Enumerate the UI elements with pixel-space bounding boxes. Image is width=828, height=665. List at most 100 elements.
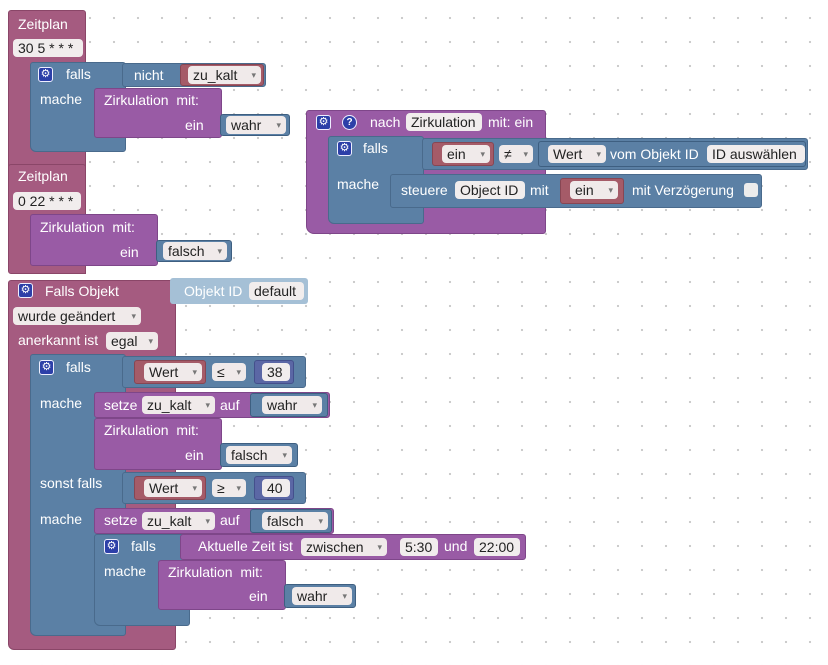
with-label: mit	[530, 182, 549, 198]
var-dropdown[interactable]: Wert ▾	[144, 479, 202, 497]
param-label: ein	[249, 588, 268, 604]
chevron-down-icon: ▾	[192, 367, 197, 377]
changed-dropdown[interactable]: wurde geändert ▾	[13, 307, 141, 325]
cron-field[interactable]: 30 5 * * *	[13, 39, 83, 57]
ack-text: egal	[111, 333, 138, 349]
var-name: ein	[575, 182, 594, 198]
value-dropdown[interactable]: falsch ▾	[163, 242, 227, 260]
number-field[interactable]: 40	[262, 479, 290, 497]
time-from-field[interactable]: 5:30	[400, 538, 438, 556]
if-label: falls	[66, 66, 91, 82]
ack-dropdown[interactable]: egal ▾	[106, 332, 158, 350]
to-label: auf	[220, 397, 240, 413]
do-label: mache	[337, 176, 380, 192]
schedule-title: Zeitplan	[18, 168, 68, 184]
var-name: Wert	[149, 364, 179, 380]
var-dropdown[interactable]: zu_kalt ▾	[142, 396, 215, 414]
help-icon[interactable]: ?	[342, 115, 357, 130]
operator-dropdown[interactable]: ≤ ▾	[212, 363, 246, 381]
call-procedure-block[interactable]	[94, 88, 222, 138]
operator-text: ≤	[217, 364, 225, 380]
schedule-title: Zeitplan	[18, 16, 68, 32]
param-label: ein	[185, 447, 204, 463]
with-label: mit:	[112, 219, 135, 235]
chevron-down-icon: ▾	[217, 246, 222, 256]
ack-label: anerkannt ist	[18, 332, 99, 348]
chevron-down-icon: ▾	[342, 591, 347, 601]
var-dropdown[interactable]: zu_kalt ▾	[142, 512, 215, 530]
gear-icon[interactable]: ⚙	[104, 539, 119, 554]
call-procedure-block[interactable]	[158, 560, 286, 610]
value-text: falsch	[168, 243, 205, 259]
and-label: und	[444, 538, 468, 554]
trigger-title: Falls Objekt	[45, 283, 119, 299]
var-name: Wert	[149, 480, 179, 496]
value-dropdown[interactable]: wahr ▾	[262, 396, 322, 414]
chevron-down-icon: ▾	[318, 516, 323, 526]
id-select-field[interactable]: ID auswählen	[707, 145, 805, 163]
operator-text: ≠	[504, 146, 512, 162]
value-text: wahr	[297, 588, 328, 604]
if-label: falls	[66, 359, 91, 375]
gear-icon[interactable]: ⚙	[316, 115, 331, 130]
value-dropdown[interactable]: Wert ▾	[548, 145, 606, 163]
delay-checkbox[interactable]	[744, 183, 758, 197]
object-id-field[interactable]: Object ID	[455, 181, 525, 199]
do-label: mache	[104, 563, 147, 579]
do-label: mache	[40, 395, 83, 411]
number-field[interactable]: 38	[262, 363, 290, 381]
do-label: mache	[40, 91, 83, 107]
value-dropdown[interactable]: falsch ▾	[226, 446, 292, 464]
chevron-down-icon: ▾	[236, 483, 241, 493]
from-object-label: vom Objekt ID	[610, 146, 699, 162]
call-label: Zirkulation mit:	[104, 421, 199, 439]
with-label: mit:	[176, 422, 199, 438]
set-label: setze	[104, 512, 138, 528]
chevron-down-icon: ▾	[131, 311, 136, 321]
between-text: zwischen	[306, 539, 364, 555]
procedure-name-field[interactable]: Zirkulation	[406, 113, 482, 131]
var-name: zu_kalt	[147, 513, 192, 529]
gear-icon[interactable]: ⚙	[39, 360, 54, 375]
between-dropdown[interactable]: zwischen ▾	[301, 538, 387, 556]
param-label: ein	[185, 117, 204, 133]
var-dropdown[interactable]: ein ▾	[442, 145, 490, 163]
after-label: nach	[370, 114, 401, 130]
var-dropdown[interactable]: ein ▾	[570, 181, 618, 199]
call-label: Zirkulation mit:	[40, 218, 135, 236]
call-procedure-block[interactable]	[30, 214, 158, 266]
cron-field[interactable]: 0 22 * * *	[13, 192, 81, 210]
operator-text: ≥	[217, 480, 225, 496]
chevron-down-icon: ▾	[282, 450, 287, 460]
var-name: ein	[447, 146, 466, 162]
var-name: zu_kalt	[193, 67, 238, 83]
control-label: steuere	[401, 182, 448, 198]
var-dropdown[interactable]: Wert ▾	[144, 363, 202, 381]
gear-icon[interactable]: ⚙	[18, 283, 33, 298]
value-dropdown[interactable]: falsch ▾	[262, 512, 328, 530]
procedure-name: Zirkulation	[40, 219, 105, 235]
operator-dropdown[interactable]: ≥ ▾	[212, 479, 246, 497]
var-dropdown[interactable]: zu_kalt ▾	[188, 66, 261, 84]
call-label: Zirkulation mit:	[168, 563, 263, 581]
object-id-field[interactable]: default	[249, 282, 304, 300]
procedure-name: Zirkulation	[104, 92, 169, 108]
if-label: falls	[131, 538, 156, 554]
time-label: Aktuelle Zeit ist	[198, 538, 293, 554]
call-procedure-block[interactable]	[94, 418, 222, 470]
object-id-label: Objekt ID	[184, 283, 243, 299]
time-to-field[interactable]: 22:00	[474, 538, 520, 556]
gear-icon[interactable]: ⚙	[337, 141, 352, 156]
value-dropdown[interactable]: wahr ▾	[226, 116, 286, 134]
chevron-down-icon: ▾	[608, 185, 613, 195]
value-text: falsch	[231, 447, 268, 463]
gear-icon[interactable]: ⚙	[38, 67, 53, 82]
chevron-down-icon: ▾	[276, 120, 281, 130]
with-label: mit:	[240, 564, 263, 580]
call-label: Zirkulation mit:	[104, 91, 199, 109]
param-label: ein	[120, 244, 139, 260]
chevron-down-icon: ▾	[148, 336, 153, 346]
operator-dropdown[interactable]: ≠ ▾	[499, 145, 533, 163]
value-dropdown[interactable]: wahr ▾	[292, 587, 352, 605]
chevron-down-icon: ▾	[480, 149, 485, 159]
